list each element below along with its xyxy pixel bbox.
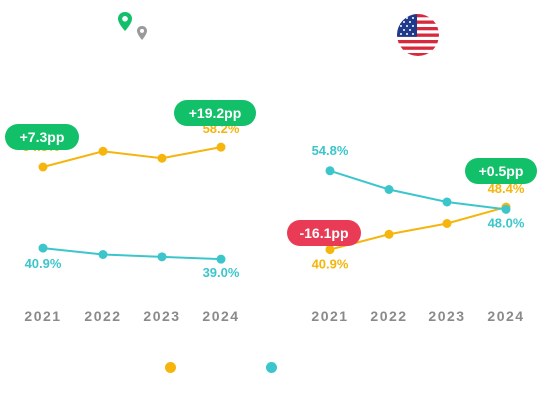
data-point — [157, 153, 167, 163]
legend-marker-series-a — [165, 362, 176, 373]
data-label: 48.0% — [488, 215, 525, 230]
x-tick-label: 2021 — [311, 308, 348, 324]
legend-marker-series-b — [266, 362, 277, 373]
data-point — [98, 250, 108, 259]
change-badge — [5, 124, 79, 150]
series-line — [329, 169, 507, 211]
x-tick-label: 2023 — [143, 308, 180, 324]
series-line — [42, 247, 222, 261]
x-tick-label: 2021 — [24, 308, 61, 324]
x-tick-label: 2024 — [487, 308, 524, 324]
data-point — [501, 204, 511, 214]
data-label: 40.9% — [25, 256, 62, 271]
data-point — [38, 162, 48, 172]
location-pins-icon — [118, 12, 147, 40]
data-point — [38, 243, 48, 253]
series-line — [329, 206, 507, 251]
change-badge-label: -16.1pp — [299, 225, 348, 241]
data-point — [442, 219, 452, 228]
data-point — [325, 245, 335, 255]
change-badge — [287, 220, 361, 246]
data-point — [384, 185, 394, 194]
data-label: 39.0% — [203, 265, 240, 280]
data-point — [442, 197, 452, 207]
change-badge-label: +7.3pp — [20, 129, 65, 145]
change-badge-label: +19.2pp — [189, 105, 242, 121]
data-label: 54.8% — [312, 143, 349, 158]
pin-gray-icon — [137, 26, 147, 40]
data-label: 48.4% — [488, 181, 525, 196]
x-tick-label: 2023 — [428, 308, 465, 324]
data-point — [325, 166, 335, 176]
us-flag-icon — [397, 14, 439, 56]
x-tick-label: 2024 — [202, 308, 239, 324]
data-point — [216, 254, 226, 264]
data-point — [384, 229, 394, 239]
x-tick-label: 2022 — [84, 308, 121, 324]
data-point — [98, 146, 108, 156]
data-label: 40.9% — [312, 257, 349, 272]
series-line — [42, 146, 222, 168]
change-badge-label: +0.5pp — [479, 163, 524, 179]
change-badge — [174, 100, 256, 126]
data-point — [157, 252, 167, 262]
change-badge — [465, 158, 537, 184]
data-point — [216, 142, 226, 152]
x-tick-label: 2022 — [370, 308, 407, 324]
